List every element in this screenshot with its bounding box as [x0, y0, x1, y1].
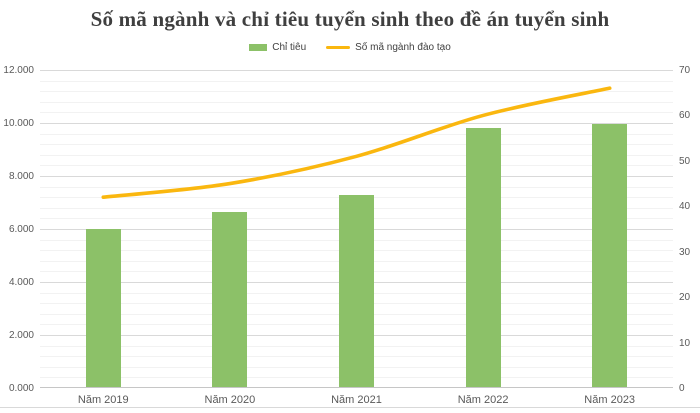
left-axis-tick: 2.000: [8, 330, 34, 341]
trend-line-so-ma-nganh: [101, 86, 612, 199]
bar-chi-tieu: [212, 212, 248, 387]
left-axis-tick: 10.000: [3, 118, 34, 129]
gridline-major: [40, 123, 673, 124]
bar-chi-tieu: [465, 128, 501, 387]
x-axis-label: Năm 2021: [331, 394, 382, 406]
x-axis-label: Năm 2022: [457, 394, 509, 406]
bar-chi-tieu: [339, 194, 374, 387]
right-y-axis: 0 10 20 30 40 50 60 70: [679, 65, 699, 394]
legend-label-chi-tieu: Chỉ tiêu: [272, 42, 307, 53]
gridline-minor: [40, 91, 673, 93]
right-axis-tick: 30: [679, 246, 691, 258]
right-axis-tick: 0: [679, 383, 685, 394]
legend: Chỉ tiêu Số mã ngành đào tạo: [0, 42, 700, 53]
line-swatch-icon: [326, 45, 351, 50]
gridline-minor: [40, 80, 673, 82]
right-axis-tick: 50: [679, 155, 691, 167]
legend-label-so-ma-nganh: Số mã ngành đào tạo: [355, 42, 451, 53]
x-axis-labels: Năm 2019 Năm 2020 Năm 2021 Năm 2022 Năm 2023: [40, 394, 673, 408]
bar-chi-tieu: [85, 229, 121, 387]
gridline-major: [40, 176, 673, 177]
right-axis-tick: 40: [679, 201, 691, 213]
left-y-axis: 0.000 2.000 4.000 6.000 8.000 10.000 12.000: [0, 65, 34, 394]
left-axis-tick: 8.000: [8, 171, 34, 182]
right-axis-tick: 60: [679, 110, 691, 122]
left-axis-tick: 12.000: [3, 65, 34, 76]
gridline-major: [40, 70, 673, 71]
gridline-minor: [40, 186, 673, 188]
right-axis-tick: 10: [679, 337, 691, 349]
right-axis-tick: 20: [679, 292, 691, 304]
gridline-minor: [40, 101, 673, 103]
legend-item-chi-tieu: Chỉ tiêu: [249, 42, 306, 53]
x-axis-label: Năm 2023: [584, 394, 636, 406]
x-axis-label: Năm 2019: [77, 394, 129, 406]
left-axis-tick: 4.000: [8, 277, 34, 288]
right-axis-tick: 70: [679, 65, 691, 76]
gridline-minor: [40, 165, 673, 167]
left-axis-tick: 6.000: [8, 224, 34, 235]
x-axis-label: Năm 2020: [204, 394, 256, 406]
chart-frame-bottom-border: [0, 407, 700, 408]
gridline-minor: [40, 112, 673, 114]
chart-title: Số mã ngành và chỉ tiêu tuyển sinh theo …: [90, 7, 610, 31]
gridline-minor: [40, 144, 673, 146]
gridline-minor: [40, 133, 673, 135]
bar-chi-tieu: [592, 124, 628, 387]
left-axis-tick: 0.000: [8, 383, 34, 394]
bar-swatch-icon: [249, 44, 268, 51]
plot-area: [40, 70, 673, 388]
legend-item-so-ma-nganh: Số mã ngành đào tạo: [326, 42, 451, 53]
